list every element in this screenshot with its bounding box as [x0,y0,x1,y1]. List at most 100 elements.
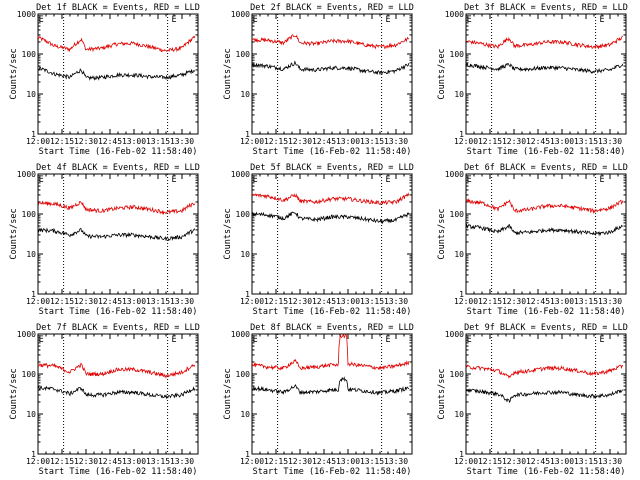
series-line-red [251,333,410,371]
x-tick-label: 12:30 [502,457,526,466]
series-line-red [251,192,410,206]
x-tick-label: 12:30 [74,297,98,306]
x-tick-label: 13:30 [598,457,622,466]
y-axis-label: Counts/sec [437,208,447,259]
y-tick-label: 1000 [17,170,36,179]
x-axis-label: Start Time (16-Feb-02 11:58:40) [467,147,626,157]
chart-title: Det 6f BLACK = Events, RED = LLD [464,163,628,173]
x-tick-label: 12:15 [478,297,502,306]
series-line-red [465,198,624,215]
plot-frame [37,13,199,135]
y-tick-label: 1000 [445,10,464,19]
y-tick-label: 100 [450,210,465,219]
x-tick-label: 12:15 [264,137,288,146]
y-tick-label: 100 [236,50,251,59]
x-tick-label: 12:45 [98,137,122,146]
y-axis-label: Counts/sec [223,208,233,259]
y-tick-label: 10 [26,410,36,419]
x-tick-label: 13:15 [360,137,384,146]
x-tick-label: 12:00 [26,137,50,146]
plot-frame [251,333,413,455]
series-line-red [251,34,410,50]
x-axis-label: Start Time (16-Feb-02 11:58:40) [253,147,412,157]
x-tick-label: 12:45 [312,137,336,146]
chart-panel: Det 7f BLACK = Events, RED = LLD 1 10 100 10… [9,323,200,477]
marker-label: E [171,15,176,25]
y-tick-label: 1 [31,130,36,139]
plot-frame [251,173,413,295]
marker-label: E [39,175,44,185]
chart-title: Det 1f BLACK = Events, RED = LLD [36,3,200,13]
marker-label: E [253,175,258,185]
x-axis-label: Start Time (16-Feb-02 11:58:40) [467,467,626,477]
y-tick-label: 1 [459,450,464,459]
x-tick-label: 12:45 [98,297,122,306]
chart-panel: Det 8f BLACK = Events, RED = LLD 1 10 100 10… [223,323,414,477]
marker-label: E [467,175,472,185]
x-tick-label: 13:30 [384,457,408,466]
y-tick-label: 1 [31,290,36,299]
y-tick-label: 1 [31,450,36,459]
plot-frame [465,173,627,295]
x-tick-label: 12:15 [478,457,502,466]
chart-panel: Det 9f BLACK = Events, RED = LLD 1 10 100 10… [437,323,628,477]
x-axis-label: Start Time (16-Feb-02 11:58:40) [39,147,198,157]
x-tick-label: 13:15 [360,457,384,466]
y-tick-label: 100 [236,370,251,379]
chart-title: Det 9f BLACK = Events, RED = LLD [464,323,628,333]
x-axis-label: Start Time (16-Feb-02 11:58:40) [39,307,198,317]
marker-label: E [253,15,258,25]
x-tick-label: 13:30 [598,297,622,306]
x-tick-label: 13:30 [170,137,194,146]
y-tick-label: 1000 [445,330,464,339]
series-line-black [251,211,410,225]
x-tick-label: 12:45 [526,137,550,146]
series-line-black [37,227,196,242]
marker-label: E [599,15,604,25]
x-tick-label: 12:30 [502,297,526,306]
marker-label: E [467,15,472,25]
x-tick-label: 13:30 [170,297,194,306]
x-tick-label: 13:00 [550,137,574,146]
x-tick-label: 13:00 [550,457,574,466]
x-tick-label: 12:15 [478,137,502,146]
marker-label: E [385,15,390,25]
x-tick-label: 12:45 [312,457,336,466]
x-tick-label: 13:00 [336,137,360,146]
x-tick-label: 12:30 [288,137,312,146]
x-tick-label: 13:00 [550,297,574,306]
marker-label: E [39,15,44,25]
y-axis-label: Counts/sec [9,48,19,99]
x-tick-label: 12:30 [74,137,98,146]
y-tick-label: 1 [459,290,464,299]
x-tick-label: 13:00 [122,457,146,466]
marker-label: E [599,175,604,185]
series-line-black [465,62,624,74]
y-tick-label: 10 [240,250,250,259]
series-line-red [465,35,623,50]
y-tick-label: 1000 [231,170,250,179]
chart-panel: Det 4f BLACK = Events, RED = LLD 1 10 100 10… [9,163,200,317]
x-tick-label: 12:00 [240,297,264,306]
y-tick-label: 100 [22,50,37,59]
x-tick-label: 13:15 [146,297,170,306]
chart-title: Det 7f BLACK = Events, RED = LLD [36,323,200,333]
y-tick-label: 10 [26,90,36,99]
y-tick-label: 100 [22,370,37,379]
x-axis-label: Start Time (16-Feb-02 11:58:40) [253,307,412,317]
y-tick-label: 1 [459,130,464,139]
y-tick-label: 10 [454,250,464,259]
chart-panel: Det 1f BLACK = Events, RED = LLD 1 10 100 10… [9,3,200,157]
series-line-red [465,364,624,379]
series-line-red [37,200,196,216]
marker-label: E [171,335,176,345]
y-tick-label: 10 [454,90,464,99]
x-tick-label: 12:30 [502,137,526,146]
x-tick-label: 13:15 [574,137,598,146]
x-tick-label: 13:00 [336,297,360,306]
y-axis-label: Counts/sec [9,368,19,419]
chart-title: Det 8f BLACK = Events, RED = LLD [250,323,414,333]
y-tick-label: 1 [245,450,250,459]
y-tick-label: 1000 [17,330,36,339]
